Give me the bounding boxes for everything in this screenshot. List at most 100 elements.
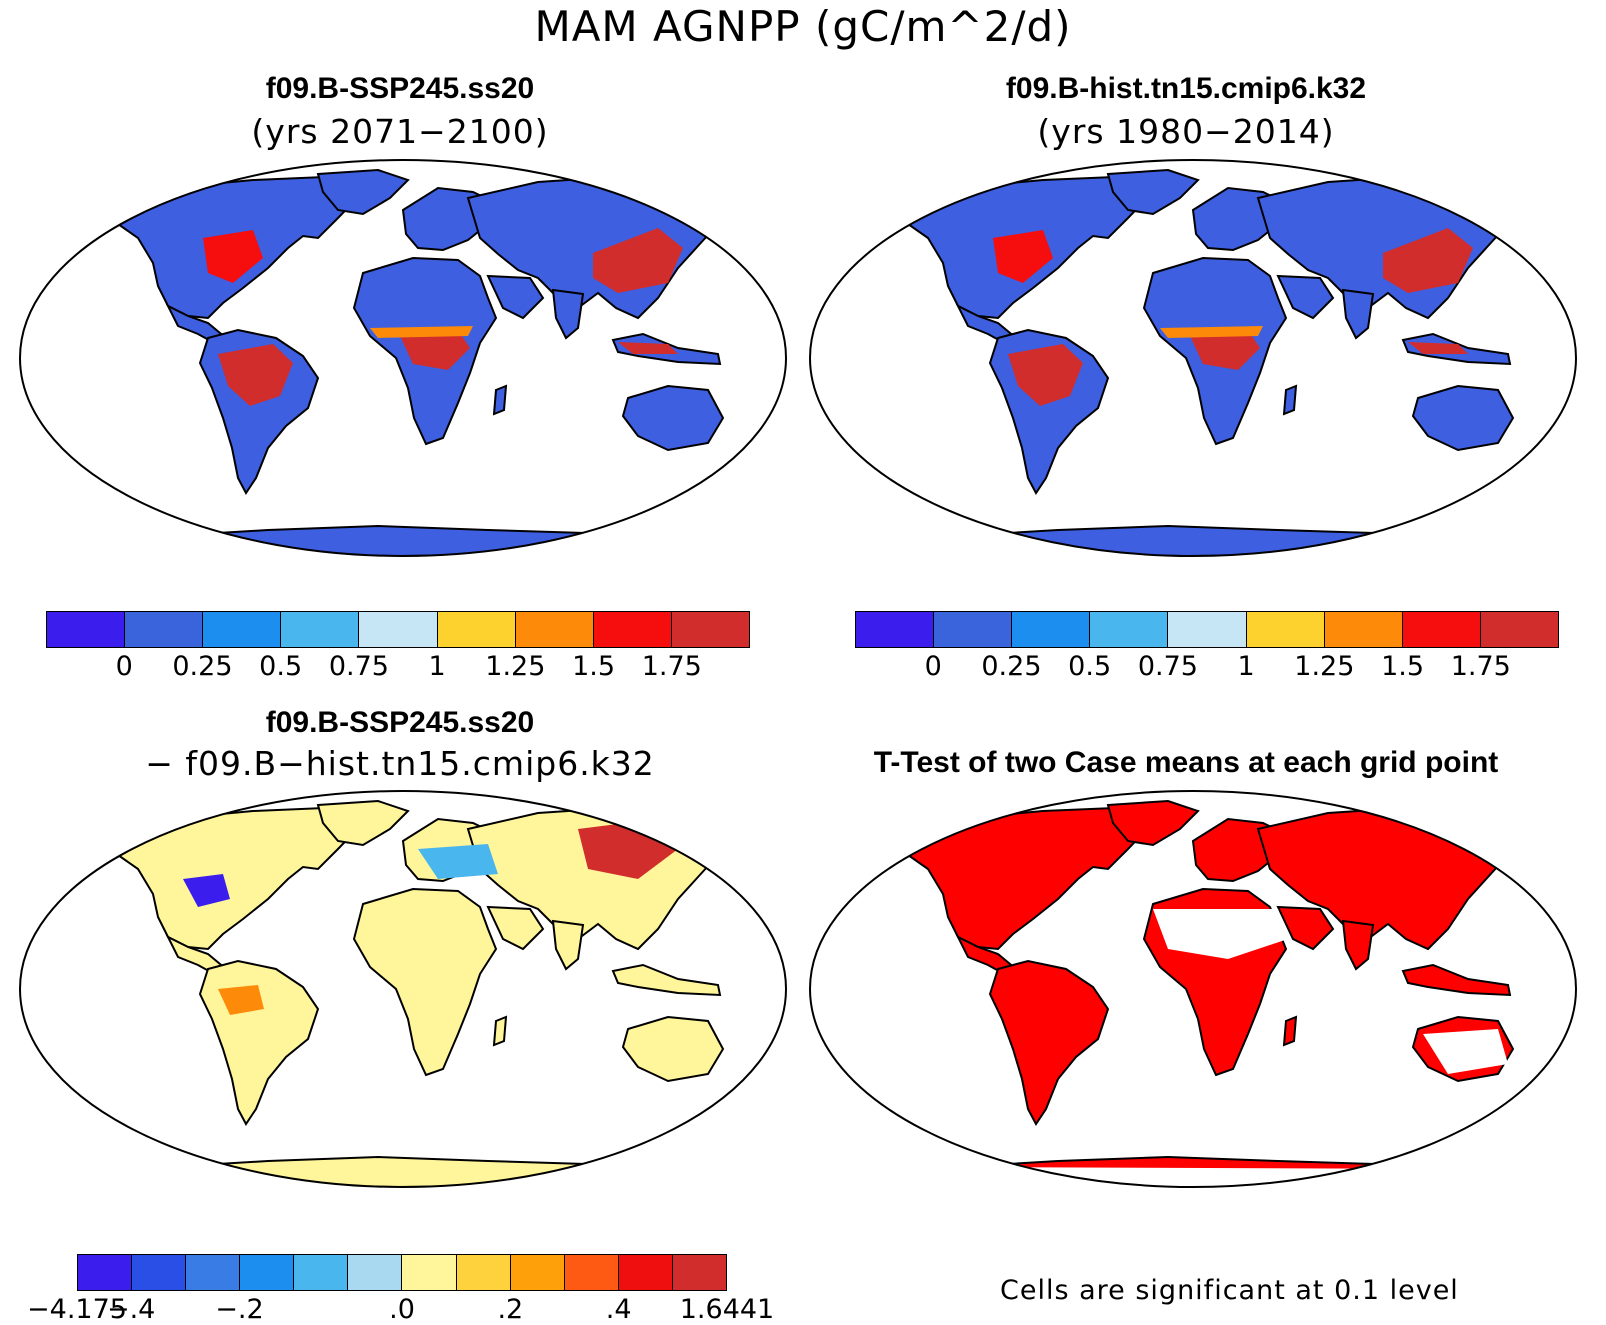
new-zealand-landmass [1546,1077,1562,1103]
main-title: MAM AGNPP (gC/m^2/d) [534,2,1072,51]
colorbar-cell [671,612,749,647]
colorbar-cell [593,612,672,647]
colorbar-cell [1402,612,1481,647]
colorbar-cell [1168,612,1247,647]
australia-not-significant [1423,1029,1508,1074]
east-asia-high-npp [593,228,683,293]
colorbar-cell [1324,612,1403,647]
africa-landmass [352,887,498,1077]
colorbar-tick-label: .2 [497,1294,524,1325]
madagascar-landmass [1282,384,1298,416]
australia-landmass [621,384,725,452]
colorbar-tick-label: 1.5 [1381,651,1425,682]
madagascar-landmass [1282,1015,1298,1047]
panel1-subtitle: (yrs 2071−2100) [251,112,549,151]
indonesia-landmass [611,963,722,997]
colorbar-cell [515,612,594,647]
sahel-band [370,326,473,338]
panel3-title: f09.B-SSP245.ss20 [265,706,535,739]
colorbar-cell [618,1255,673,1290]
map-panel-1 [19,159,787,557]
madagascar-landmass [492,384,508,416]
colorbar-tick-label: 0.75 [328,651,389,682]
colorbar-tick-label: .0 [389,1294,415,1325]
panel2-title: f09.B-hist.tn15.cmip6.k32 [1005,72,1367,105]
colorbar-cell [456,1255,511,1290]
colorbar-cell [240,1255,295,1290]
colorbar-cell [47,612,126,647]
se-asia-high-npp [618,342,678,354]
colorbar-tick-label: 0.5 [1068,651,1112,682]
map-border [19,159,787,557]
colorbar-tick-label: 1.25 [1294,651,1355,682]
panel2-subtitle: (yrs 1980−2014) [1037,112,1335,151]
colorbar-cell [1012,612,1091,647]
congo-high-npp [400,330,470,370]
australia-landmass [621,1015,725,1083]
colorbar-tick-label: 0.25 [981,651,1042,682]
colorbar-cell [203,612,282,647]
panel3-subtitle: − f09.B−hist.tn15.cmip6.k32 [145,744,655,783]
colorbar-cell [1246,612,1325,647]
greenland-landmass [1106,799,1200,847]
amazon-high-npp [218,344,293,406]
colorbar-tick-label: 1 [428,651,446,682]
map-border [19,790,787,1188]
colorbar-cell [186,1255,241,1290]
sahara-not-significant [1153,909,1288,959]
colorbar-cell [856,612,935,647]
colorbar-tick-label: 0.75 [1137,651,1198,682]
india-landmass [1341,288,1375,340]
congo-high-npp [1190,330,1260,370]
new-zealand-landmass [756,446,772,472]
colorbar-cell [934,612,1013,647]
ttest-note: Cells are significant at 0.1 level [1000,1275,1459,1306]
colorbar-cell [359,612,438,647]
colorbar-cell [294,1255,349,1290]
colorbar-cell [281,612,360,647]
india-landmass [551,919,585,971]
colorbar-cell [1090,612,1169,647]
arabia-landmass [486,905,545,951]
colorbar-tick-label: 0 [115,651,133,682]
colorbar-tick-label: −.2 [215,1294,264,1325]
arabia-landmass [1276,274,1335,320]
east-us-high-npp [993,230,1053,283]
greenland-landmass [316,799,410,847]
colorbar-tick-label: −.4 [106,1294,156,1325]
colorbar-panel-1 [46,611,750,648]
australia-landmass [1411,384,1515,452]
map-border [809,790,1577,1188]
colorbar-cell [125,612,204,647]
map-panel-3 [19,790,787,1188]
us-decrease [183,874,230,907]
east-us-high-npp [203,230,263,283]
colorbar-cell [132,1255,187,1290]
greenland-landmass [316,168,410,216]
colorbar-diff [77,1254,727,1291]
colorbar-tick-label: .4 [605,1294,632,1325]
amazon-high-npp [1008,344,1083,406]
new-zealand-landmass [756,1077,772,1103]
colorbar-cell [437,612,516,647]
colorbar-tick-label: 0 [924,651,942,682]
india-landmass [1341,919,1375,971]
map-panel-2 [809,159,1577,557]
arabia-landmass [486,274,545,320]
colorbar-tick-label: 1.5 [572,651,616,682]
colorbar-panel-2 [855,611,1559,648]
madagascar-landmass [492,1015,508,1047]
panel1-title: f09.B-SSP245.ss20 [265,72,535,105]
colorbar-cell [564,1255,619,1290]
colorbar-tick-label: 0.5 [259,651,303,682]
sahel-band [1160,326,1263,338]
map-border [809,159,1577,557]
panel4-title: T-Test of two Case means at each grid po… [873,746,1499,779]
colorbar-cell [348,1255,403,1290]
arabia-landmass [1276,905,1335,951]
colorbar-tick-label: −4.175 [27,1294,127,1325]
indonesia-landmass [1401,963,1512,997]
europe-decrease [418,844,498,879]
new-zealand-landmass [1546,446,1562,472]
colorbar-tick-label: 1.75 [641,651,702,682]
